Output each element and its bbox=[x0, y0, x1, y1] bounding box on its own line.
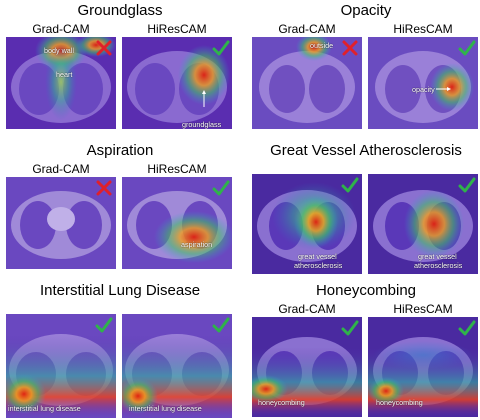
gradcam-heatmap-image bbox=[6, 314, 116, 418]
check-icon bbox=[458, 39, 476, 57]
check-icon bbox=[458, 319, 476, 337]
x-icon bbox=[341, 39, 359, 57]
check-icon bbox=[212, 39, 230, 57]
panel-honeycombing: Honeycombing Grad-CAM HiResCAM honeycomb… bbox=[252, 282, 480, 420]
panel-title: Opacity bbox=[340, 2, 392, 19]
annotation-great-vessel: great vessel bbox=[298, 252, 337, 261]
annotation-outside: outside bbox=[310, 41, 334, 50]
panel-great-vessel-atherosclerosis: Great Vessel Atherosclerosis great vesse… bbox=[252, 142, 480, 280]
hirescam-label: HiResCAM bbox=[147, 22, 207, 36]
check-icon bbox=[341, 176, 359, 194]
hirescam-label: HiResCAM bbox=[393, 22, 453, 36]
panel-title: Honeycombing bbox=[315, 282, 417, 299]
panel-title: Great Vessel Atherosclerosis bbox=[270, 142, 462, 159]
x-icon bbox=[95, 179, 113, 197]
check-icon bbox=[458, 176, 476, 194]
x-icon bbox=[95, 39, 113, 57]
annotation-great-vessel: great vessel bbox=[418, 252, 457, 261]
gradcam-label: Grad-CAM bbox=[278, 302, 336, 316]
check-icon bbox=[95, 316, 113, 334]
gradcam-label: Grad-CAM bbox=[278, 22, 336, 36]
gradcam-label: Grad-CAM bbox=[32, 162, 90, 176]
annotation-body-wall: body wall bbox=[44, 46, 74, 55]
annotation-groundglass: groundglass bbox=[182, 120, 222, 129]
panel-aspiration: Aspiration Grad-CAM HiResCAM aspiration bbox=[6, 142, 234, 280]
annotation-honeycombing: honeycombing bbox=[376, 398, 423, 407]
gradcam-heatmap-image bbox=[252, 174, 362, 274]
annotation-atherosclerosis: atherosclerosis bbox=[414, 261, 463, 270]
hirescam-heatmap-image bbox=[122, 37, 232, 129]
annotation-interstitial-lung-disease: interstitial lung disease bbox=[129, 404, 202, 413]
panel-interstitial-lung-disease: Interstitial Lung Disease interstitial l… bbox=[6, 282, 234, 420]
gradcam-label: Grad-CAM bbox=[32, 22, 90, 36]
hirescam-heatmap-image bbox=[368, 37, 478, 129]
check-icon bbox=[212, 316, 230, 334]
check-icon bbox=[212, 179, 230, 197]
panel-groundglass: Groundglass Grad-CAM HiResCAM body wall … bbox=[6, 2, 234, 140]
annotation-interstitial-lung-disease: interstitial lung disease bbox=[8, 404, 81, 413]
panel-title: Aspiration bbox=[86, 142, 154, 159]
check-icon bbox=[341, 319, 359, 337]
hirescam-heatmap-image bbox=[122, 177, 232, 269]
annotation-atherosclerosis: atherosclerosis bbox=[294, 261, 343, 270]
gradcam-heatmap-image bbox=[252, 317, 362, 417]
annotation-honeycombing: honeycombing bbox=[258, 398, 305, 407]
annotation-opacity: opacity bbox=[412, 85, 435, 94]
hirescam-label: HiResCAM bbox=[393, 302, 453, 316]
annotation-aspiration: aspiration bbox=[181, 240, 213, 249]
annotation-heart: heart bbox=[56, 70, 73, 79]
gradcam-heatmap-image bbox=[6, 177, 116, 269]
panel-title: Interstitial Lung Disease bbox=[39, 282, 201, 299]
panel-opacity: Opacity Grad-CAM HiResCAM outside opacit… bbox=[252, 2, 480, 140]
hirescam-heatmap-image bbox=[368, 317, 478, 417]
hirescam-heatmap-image bbox=[122, 314, 232, 418]
hirescam-label: HiResCAM bbox=[147, 162, 207, 176]
hirescam-heatmap-image bbox=[368, 174, 478, 274]
panel-title: Groundglass bbox=[77, 2, 163, 19]
